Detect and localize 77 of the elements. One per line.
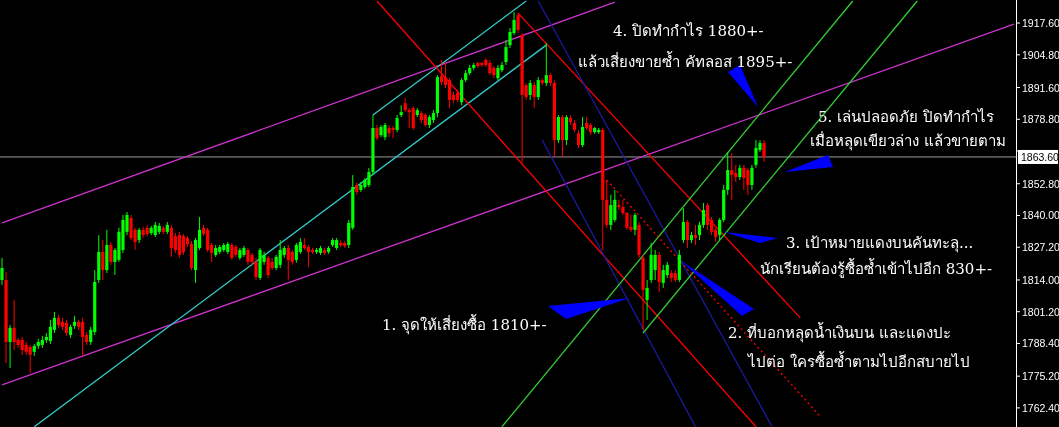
candlestick [580,116,585,148]
candlestick [439,59,444,86]
candlestick [286,244,290,281]
y-tick-label: 1814.00 [1022,273,1059,286]
candlestick [516,12,520,34]
annotation: 4. ปิดทำกำไร 1880+- [613,22,764,40]
candlestick [633,212,637,236]
candlestick [560,114,565,158]
candlestick [754,139,758,169]
candlestick [266,255,270,279]
candlestick [544,42,548,87]
candlestick [278,239,282,269]
candlestick [762,139,766,163]
candlestick [254,257,258,281]
candlestick [206,227,210,253]
candlestick [109,241,113,266]
candlestick [750,164,754,191]
candlestick [730,152,734,201]
y-tick-label: 1878.80 [1022,113,1059,126]
y-tick-label: 1788.40 [1022,337,1059,350]
candlestick [609,194,613,231]
candlestick [294,242,298,264]
candlestick [742,164,746,191]
candlestick [681,207,685,244]
candlestick [613,189,617,223]
candlestick [576,129,581,149]
candlestick [528,79,532,101]
candlestick [697,221,702,241]
candlestick [8,324,12,369]
candlestick [270,257,274,271]
annotation: ไปต่อ ใครซื้อซ้ำตามไปอีกสบายไป [747,351,970,371]
candlestick [532,81,536,109]
annotation: 3. เป้าหมายแดงบนคันทะลุ... [786,234,974,253]
candlestick [407,107,411,129]
candlestick [0,257,4,286]
y-tick-label: 1775.20 [1022,370,1059,383]
candlestick [661,264,665,289]
annotation: 2. ที่บอกหลุดน้ำเงินบน และแดงปะ [728,322,951,343]
y-tick-label: 1801.20 [1022,305,1059,318]
y-tick-label: 1762.40 [1022,401,1059,414]
candlestick [48,319,52,345]
candlestick [629,214,633,233]
y-tick-label: 1852.80 [1022,177,1059,190]
y-tick-label: 1891.60 [1022,81,1059,94]
candlestick [169,224,173,258]
candlestick [726,151,730,196]
y-tick-label: 1827.20 [1022,241,1059,254]
candlestick [653,249,657,281]
candlestick [28,344,32,374]
candlestick [746,167,750,196]
candlestick [101,239,105,281]
candlestick [645,279,649,321]
candlestick [411,105,415,131]
candlestick [391,125,395,139]
annotation: เมื่อหลุดเขียวล่าง แล้วขายตาม [810,130,1006,151]
candlestick [556,114,560,144]
annotation: 1. จุดให้เสี่ยงซื้อ 1810+- [382,314,547,335]
annotation: แล้วเสี่ยงขายซ้ำ คัทลอส 1895+- [578,51,793,71]
candlestick [173,232,177,254]
candlestick [718,217,722,241]
y-tick-label: 1917.60 [1022,17,1059,30]
candlestick [177,231,182,259]
candlestick [447,77,452,109]
candlestick [387,124,391,138]
candlestick [693,224,698,246]
candlestick [705,202,710,231]
annotation: นักเรียนต้องรู้ซื้อซ้ำเข้าไปอีก 830+- [760,258,993,278]
candlestick [81,317,85,357]
y-tick-label: 1904.80 [1022,48,1059,61]
ref-line-label: 1863.60 [1021,150,1059,163]
candlestick [617,199,621,211]
candlestick [536,76,540,101]
annotation: 5. เล่นปลอดภัย ปิดทำกำไร [818,108,994,126]
candlestick [701,202,706,229]
candlestick [12,299,16,351]
candlestick [460,77,464,106]
y-tick-label: 1840.00 [1022,209,1059,222]
